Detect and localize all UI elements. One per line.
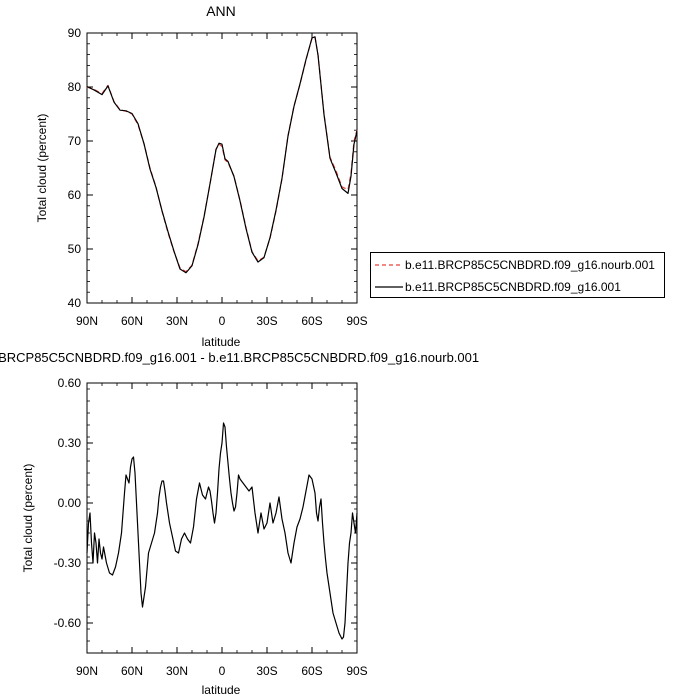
- series-line-0-0: [86, 36, 358, 273]
- legend-swatch-control: [375, 264, 403, 266]
- x-tick-label: 30N: [166, 314, 188, 328]
- x-tick-label: 0: [219, 664, 226, 678]
- x-ticks-top: 90N 60N 30N 0 30S 60S 90S: [76, 33, 368, 328]
- y-tick-label: 60: [68, 188, 82, 202]
- legend: b.e11.BRCP85C5CNBDRD.f09_g16.nourb.001 b…: [370, 252, 665, 298]
- y-axis-label-top: Total cloud (percent): [35, 114, 49, 223]
- legend-label-control: b.e11.BRCP85C5CNBDRD.f09_g16.nourb.001: [405, 258, 655, 272]
- x-tick-label: 90N: [76, 314, 98, 328]
- legend-item-test: b.e11.BRCP85C5CNBDRD.f09_g16.001: [371, 277, 664, 297]
- series-line-1-0: [86, 422, 358, 640]
- y-tick-label: 0.00: [58, 496, 82, 510]
- y-tick-label: 90: [68, 26, 82, 40]
- y-ticks-bottom: -0.60 -0.30 0.00 0.30 0.60: [54, 376, 357, 654]
- chart-title-bottom: b.e11.BRCP85C5CNBDRD.f09_g16.001 - b.e11…: [0, 350, 479, 365]
- x-tick-label: 90S: [346, 314, 367, 328]
- plot-frame-bottom: [86, 382, 358, 654]
- y-tick-label: 0.60: [58, 376, 82, 390]
- x-tick-label: 60N: [121, 314, 143, 328]
- x-tick-label: 60S: [301, 664, 322, 678]
- legend-item-control: b.e11.BRCP85C5CNBDRD.f09_g16.nourb.001: [371, 255, 664, 275]
- x-tick-label: 90S: [346, 664, 367, 678]
- series-lines-top: [86, 36, 358, 274]
- y-tick-label: -0.30: [54, 556, 82, 570]
- y-tick-label: 70: [68, 134, 82, 148]
- y-tick-label: 0.30: [58, 436, 82, 450]
- x-tick-label: 0: [219, 314, 226, 328]
- series-lines-bottom: [86, 422, 358, 640]
- x-tick-label: 60S: [301, 314, 322, 328]
- y-tick-label: 80: [68, 80, 82, 94]
- legend-swatch-test: [375, 286, 403, 288]
- x-tick-label: 30N: [166, 664, 188, 678]
- series-line-0-1: [86, 36, 358, 274]
- x-axis-label-top: latitude: [202, 335, 241, 349]
- x-ticks-bottom: 90N 60N 30N 0 30S 60S 90S: [76, 383, 368, 678]
- plot-frame-top: [86, 32, 358, 304]
- y-tick-label: 40: [68, 296, 82, 310]
- top-panel: ANN 40 50 60 70 80 90 90N 60N 30N 0 30S 60S 90S lat…: [35, 3, 368, 349]
- x-axis-label-bottom: latitude: [202, 683, 241, 697]
- x-tick-label: 90N: [76, 664, 98, 678]
- y-tick-label: -0.60: [54, 616, 82, 630]
- x-tick-label: 30S: [256, 314, 277, 328]
- y-axis-label-bottom: Total cloud (percent): [21, 464, 35, 573]
- bottom-panel: b.e11.BRCP85C5CNBDRD.f09_g16.001 - b.e11…: [0, 350, 479, 697]
- x-tick-label: 30S: [256, 664, 277, 678]
- legend-label-test: b.e11.BRCP85C5CNBDRD.f09_g16.001: [405, 280, 621, 294]
- y-tick-label: 50: [68, 242, 82, 256]
- chart-title-top: ANN: [206, 3, 236, 19]
- x-tick-label: 60N: [121, 664, 143, 678]
